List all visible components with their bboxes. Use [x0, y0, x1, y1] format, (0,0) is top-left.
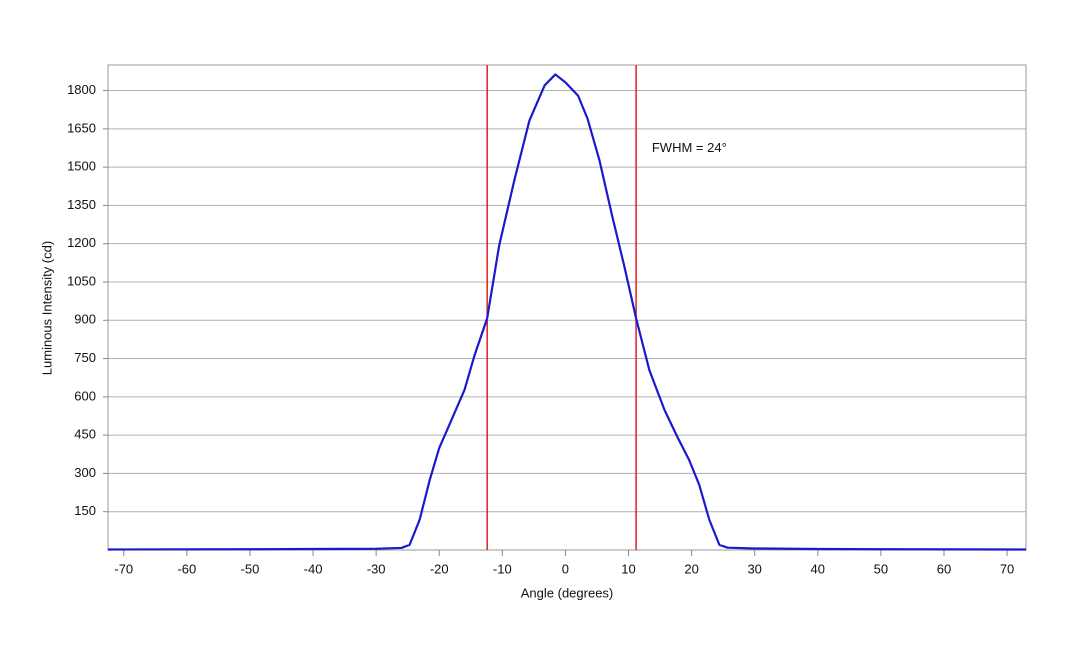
- y-tick-label: 1350: [67, 197, 96, 212]
- y-tick-label: 1050: [67, 273, 96, 288]
- x-tick-label: -50: [241, 561, 260, 576]
- y-tick-label: 150: [74, 503, 96, 518]
- x-tick-label: -10: [493, 561, 512, 576]
- x-tick-label: 40: [811, 561, 825, 576]
- y-tick-label: 300: [74, 465, 96, 480]
- y-axis-label: Luminous Intensity (cd): [39, 241, 54, 375]
- y-tick-label: 1500: [67, 159, 96, 174]
- x-tick-label: -40: [304, 561, 323, 576]
- x-tick-label: -30: [367, 561, 386, 576]
- y-tick-label: 450: [74, 427, 96, 442]
- y-tick-label: 750: [74, 350, 96, 365]
- y-tick-label: 1200: [67, 235, 96, 250]
- x-tick-label: 70: [1000, 561, 1014, 576]
- y-tick-label: 1800: [67, 82, 96, 97]
- x-tick-label: -20: [430, 561, 449, 576]
- y-tick-label: 900: [74, 312, 96, 327]
- y-tick-label: 600: [74, 388, 96, 403]
- x-tick-label: -70: [114, 561, 133, 576]
- x-tick-label: 10: [621, 561, 635, 576]
- x-tick-label: 30: [747, 561, 761, 576]
- data-line: [107, 73, 1027, 551]
- y-tick-label: 1650: [67, 120, 96, 135]
- x-axis-label: Angle (degrees): [521, 585, 614, 600]
- annotation: FWHM = 24°: [652, 140, 727, 155]
- x-tick-label: 50: [874, 561, 888, 576]
- x-tick-label: 20: [684, 561, 698, 576]
- x-tick-label: 0: [562, 561, 569, 576]
- x-tick-label: -60: [177, 561, 196, 576]
- plot-border: [107, 64, 1027, 551]
- x-tick-label: 60: [937, 561, 951, 576]
